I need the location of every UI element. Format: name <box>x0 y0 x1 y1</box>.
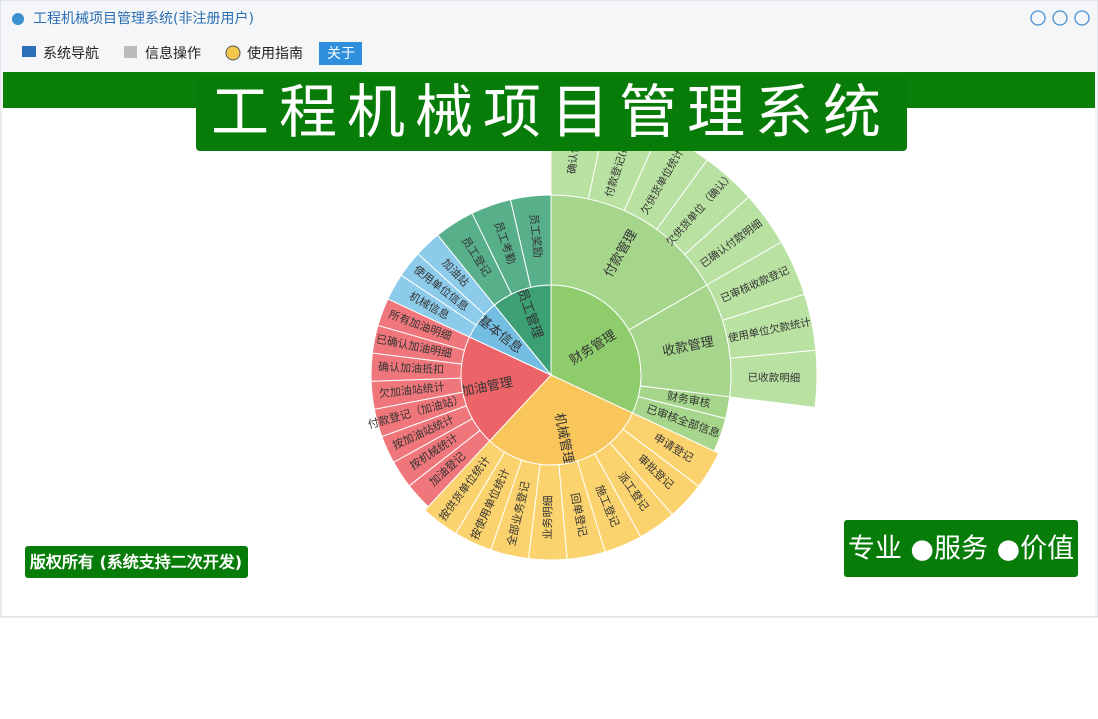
copyright: 版权所有 (系统支持二次开发) <box>29 553 242 572</box>
menu-item[interactable]: 系统导航 <box>43 46 99 62</box>
window-title: 工程机械项目管理系统(非注册用户) <box>33 10 254 27</box>
copyright-box <box>25 546 248 578</box>
banner <box>196 78 907 151</box>
menu-item[interactable]: 信息操作 <box>145 45 201 62</box>
close-button[interactable] <box>1074 10 1090 26</box>
menu-icon <box>124 46 137 58</box>
sunburst-segment[interactable] <box>509 194 552 288</box>
segment-label: 已收款明细 <box>748 371 801 385</box>
banner-title: 工程机械项目管理系统 <box>211 78 891 146</box>
slogan: 专业 ●服务 ●价值 <box>848 534 1074 565</box>
menu-icon <box>225 45 241 61</box>
menu-item[interactable]: 使用指南 <box>247 45 303 62</box>
segment-label: 业务明细 <box>541 495 555 539</box>
menu-active-bg <box>319 42 362 65</box>
menu-icon <box>22 46 36 57</box>
segment-label: 确认加油抵扣 <box>378 359 445 376</box>
maximize-button[interactable] <box>1052 10 1068 26</box>
slogan-box <box>844 520 1078 577</box>
app-icon <box>12 13 24 25</box>
sunburst-segment[interactable] <box>729 349 818 408</box>
menu-item[interactable]: 关于 <box>327 46 355 62</box>
segment-label: 员工奖励 <box>527 213 546 258</box>
minimize-button[interactable] <box>1030 10 1046 26</box>
